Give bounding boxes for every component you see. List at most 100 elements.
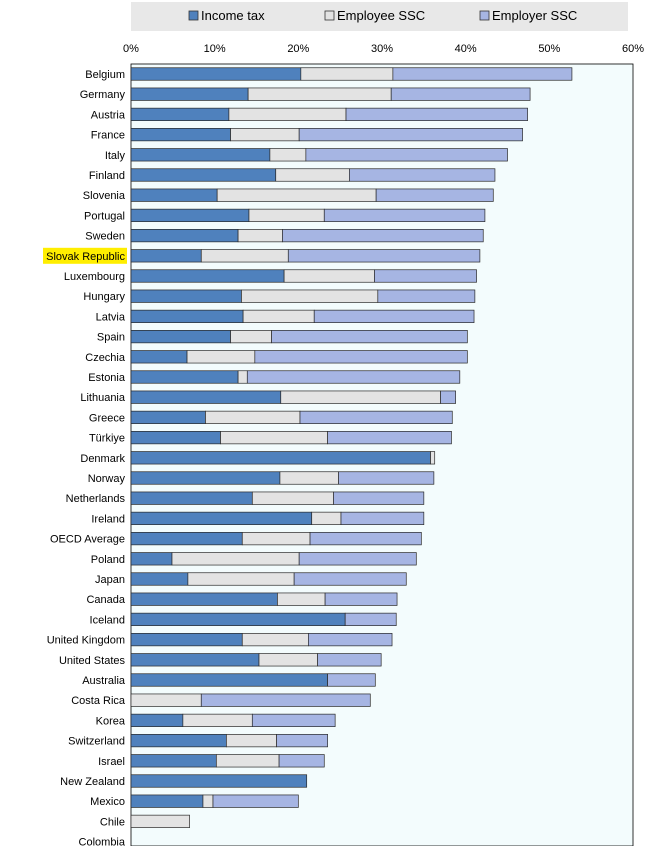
bar-segment	[130, 168, 277, 182]
bar-segment	[349, 168, 496, 182]
bar-segment	[130, 87, 249, 101]
category-label: Finland	[89, 170, 125, 182]
bar-segment	[276, 733, 328, 748]
category-label: Korea	[96, 715, 126, 727]
bar-segment	[311, 511, 342, 526]
x-axis: 0% 10% 20% 30% 40% 50% 60%	[123, 43, 644, 55]
bar-segment	[299, 410, 453, 424]
bar-segment	[171, 552, 300, 566]
bar-segment	[130, 67, 302, 81]
bar-segment	[298, 128, 523, 142]
bar-segment	[313, 309, 475, 323]
bar-segment	[324, 592, 398, 606]
bar-segment	[130, 612, 346, 627]
bar-segment	[237, 229, 283, 243]
bar-segment	[130, 491, 253, 505]
bar-segment	[130, 653, 260, 667]
bar-segment	[323, 208, 486, 222]
x-tick-label: 40%	[455, 43, 477, 55]
bar-segment	[228, 107, 347, 122]
bar-segment	[440, 390, 456, 404]
bar-segment	[215, 754, 280, 768]
bar-segment	[275, 168, 350, 182]
category-label: Poland	[91, 554, 125, 566]
bar-segment	[130, 188, 218, 202]
x-tick-label: 0%	[123, 43, 139, 55]
bar-segment	[182, 713, 253, 728]
category-label: Japan	[95, 574, 125, 586]
bar-segment	[300, 67, 394, 81]
bar-segment	[130, 249, 202, 263]
legend-label: Employee SSC	[337, 8, 425, 23]
bar-segment	[186, 350, 256, 364]
bar-segment	[130, 733, 227, 748]
category-label: Ireland	[91, 513, 125, 525]
bar-segment	[390, 87, 531, 101]
category-label: Czechia	[85, 352, 126, 364]
bar-segment	[279, 471, 339, 485]
bar-segment	[280, 390, 441, 404]
bar-segment	[130, 552, 173, 566]
legend-box	[131, 2, 628, 31]
bar-segment	[130, 330, 231, 344]
category-label: United States	[59, 655, 126, 667]
category-label: Slovenia	[83, 190, 126, 202]
bar-segment	[130, 370, 239, 384]
bar-segment	[130, 632, 243, 647]
bar-segment	[344, 612, 397, 627]
bar-segment	[327, 431, 452, 445]
category-highlight	[43, 247, 127, 264]
legend-swatch	[324, 10, 335, 21]
bar-segment	[130, 713, 184, 728]
bar-segment	[333, 491, 425, 505]
legend: Income tax Employee SSC Employer SSC	[131, 2, 628, 31]
bar-segment	[130, 269, 285, 283]
bar-segment	[130, 208, 250, 222]
bar-segment	[130, 673, 328, 687]
category-label: Spain	[97, 332, 125, 344]
bar-segment	[130, 572, 189, 586]
x-tick-label: 50%	[538, 43, 560, 55]
x-tick-label: 30%	[371, 43, 393, 55]
bar-segment	[230, 330, 272, 344]
bar-segment	[212, 794, 299, 808]
category-label: Latvia	[96, 311, 126, 323]
bar-segment	[308, 632, 393, 647]
category-label: Lithuania	[80, 392, 126, 404]
x-tick-label: 20%	[287, 43, 309, 55]
category-label: Germany	[80, 89, 126, 101]
category-label: Slovak Republic	[46, 251, 125, 263]
bar-segment	[430, 451, 436, 465]
category-label: France	[91, 130, 125, 142]
category-label: Denmark	[80, 453, 125, 465]
bar-segment	[377, 289, 476, 303]
highlight-layer	[43, 247, 127, 264]
legend-swatch	[479, 10, 490, 21]
bar-segment	[247, 87, 392, 101]
bar-segment	[130, 592, 278, 606]
category-label: Australia	[82, 675, 126, 687]
bar-segment	[293, 572, 407, 586]
bar-segment	[317, 653, 382, 667]
category-label: Norway	[88, 473, 126, 485]
bar-segment	[248, 208, 325, 222]
legend-label: Income tax	[201, 8, 265, 23]
category-label: United Kingdom	[47, 635, 125, 647]
category-label: Austria	[91, 109, 126, 121]
bar-segment	[130, 531, 243, 546]
category-label: Colombia	[79, 837, 126, 846]
category-label: Mexico	[90, 796, 125, 808]
bar-segment	[130, 107, 230, 122]
bar-segment	[287, 249, 481, 263]
category-label: Chile	[100, 816, 125, 828]
bar-segment	[237, 370, 248, 384]
bar-segment	[130, 309, 244, 323]
category-label: Hungary	[83, 291, 125, 303]
category-label: Belgium	[85, 69, 125, 81]
category-label: New Zealand	[60, 776, 125, 788]
bar-segment	[241, 531, 311, 546]
bar-segment	[283, 269, 375, 283]
category-label: Israel	[98, 756, 125, 768]
category-label: Türkiye	[89, 433, 125, 445]
